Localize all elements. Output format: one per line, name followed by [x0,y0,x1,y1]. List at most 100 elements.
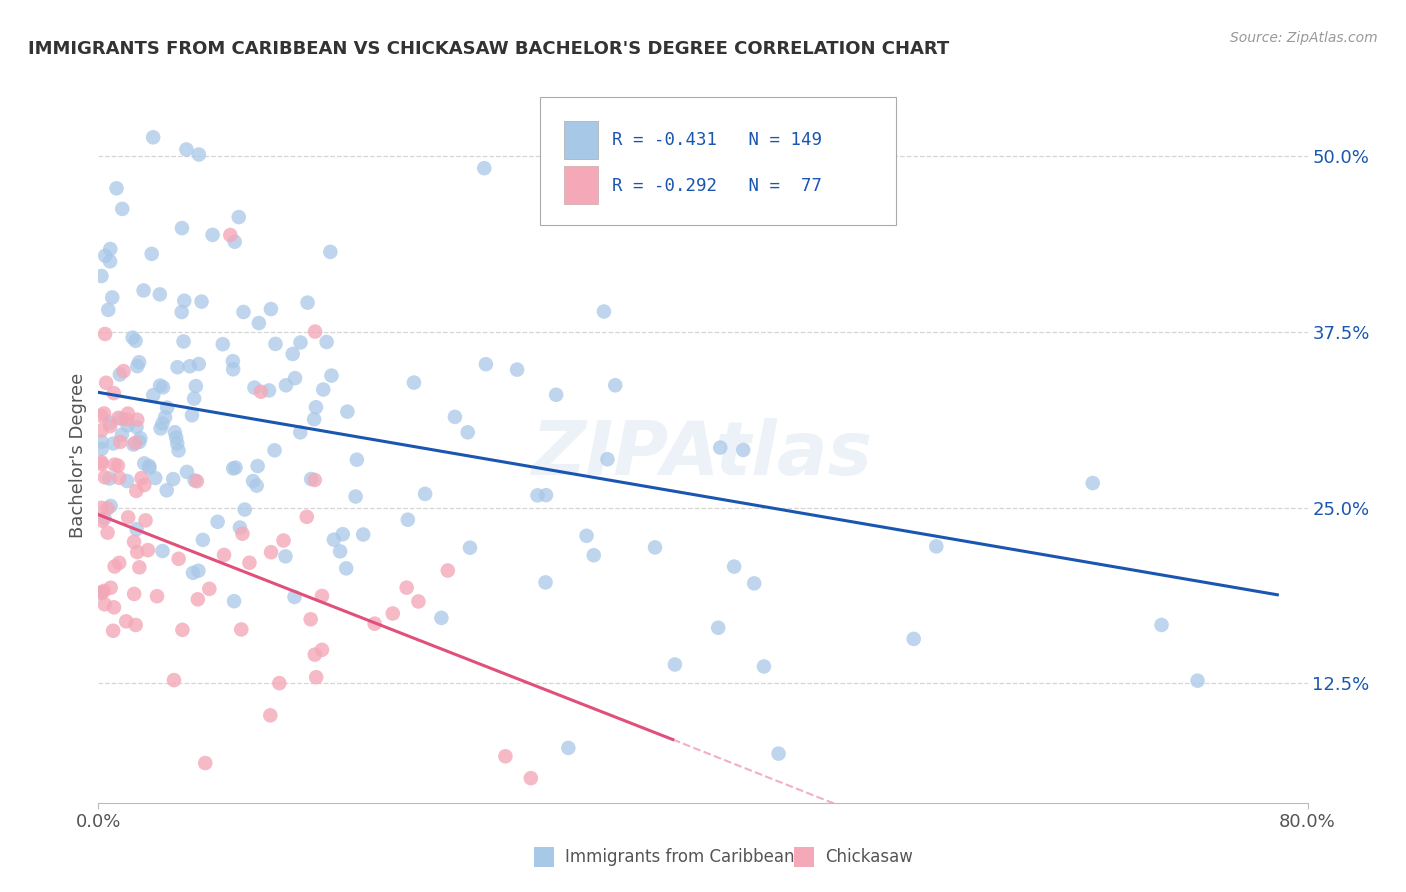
Point [121,330,143,344]
Point [172,623,194,637]
Point [105,181,128,195]
Point [163,425,186,440]
Point [1187,673,1209,688]
Point [176,465,198,479]
Point [149,287,172,301]
Text: R = -0.431   N = 149: R = -0.431 N = 149 [613,131,823,150]
Point [311,643,333,657]
Point [103,436,125,450]
Point [472,161,495,176]
Point [546,388,568,402]
Point [231,623,253,637]
Point [593,304,616,318]
Point [768,747,790,761]
Point [605,378,627,392]
Point [149,378,172,392]
Point [167,551,190,566]
Point [187,357,209,371]
Point [250,384,273,399]
Point [103,458,125,472]
Point [243,381,266,395]
Point [127,412,149,426]
Point [733,442,755,457]
Point [110,412,132,426]
Point [142,130,165,145]
Point [122,587,145,601]
Point [238,556,260,570]
Point [322,533,344,547]
Point [526,488,548,502]
Point [124,436,146,450]
Point [97,525,120,540]
Point [111,202,134,216]
Point [190,294,212,309]
Bar [564,121,598,159]
Point [575,529,598,543]
Point [90,423,112,437]
Point [134,478,156,492]
Point [170,221,193,235]
Point [315,334,337,349]
Point [98,416,121,430]
Point [232,305,254,319]
Point [138,461,160,475]
Point [335,561,357,575]
Point [90,409,112,423]
Point [233,502,256,516]
Point [534,575,557,590]
Point [187,564,209,578]
Point [219,228,242,243]
Point [260,301,283,316]
Point [475,357,498,371]
Point [269,676,291,690]
Point [128,560,150,574]
Point [304,648,326,662]
Point [136,543,159,558]
Point [246,459,269,474]
Point [222,354,245,368]
Point [166,360,188,375]
Point [142,388,165,402]
Point [90,457,112,471]
Point [94,470,117,484]
Point [194,756,217,770]
Point [90,586,112,600]
Point [299,612,322,626]
Point [395,581,418,595]
Point [156,401,179,415]
Text: Immigrants from Caribbean: Immigrants from Caribbean [565,848,794,866]
Point [644,541,666,555]
Point [211,337,233,351]
Point [100,581,122,595]
Point [396,513,419,527]
Point [297,295,319,310]
Point [709,441,731,455]
Point [413,487,436,501]
Point [117,407,139,421]
Point [167,443,190,458]
Point [124,334,146,348]
Point [582,548,605,562]
Point [117,510,139,524]
Point [115,474,138,488]
Point [104,559,127,574]
FancyBboxPatch shape [540,96,897,226]
Point [201,227,224,242]
Point [304,473,326,487]
Point [664,657,686,672]
Point [903,632,925,646]
Point [274,378,297,392]
Point [225,460,247,475]
Point [723,559,745,574]
Point [143,471,166,485]
Point [381,607,404,621]
Point [363,616,385,631]
Point [263,443,285,458]
Point [149,421,172,435]
Point [101,624,124,638]
Point [93,511,115,525]
Point [186,474,208,488]
Point [131,471,153,485]
Point [321,368,343,383]
Point [520,771,543,785]
